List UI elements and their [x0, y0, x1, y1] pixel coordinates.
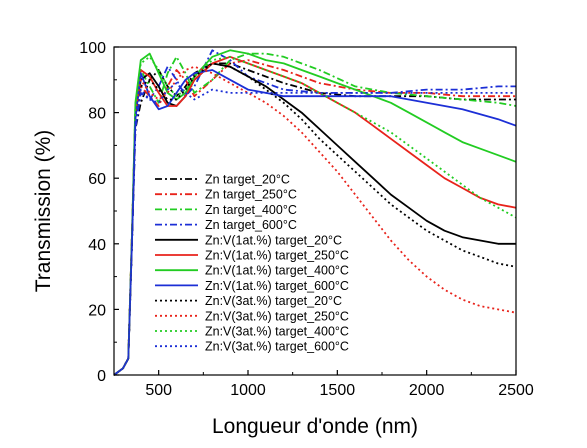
- legend-label: Zn:V(1at.%) target_250°C: [205, 249, 349, 263]
- x-tick-label: 1000: [230, 382, 266, 399]
- series-line: [113, 82, 516, 376]
- x-tick-label: 500: [145, 382, 172, 399]
- legend-label: Zn:V(3at.%) target_250°C: [205, 309, 349, 323]
- legend-label: Zn target_250°C: [205, 188, 297, 202]
- legend-label: Zn:V(3at.%) target_600°C: [205, 340, 349, 354]
- y-tick-label: 20: [88, 302, 106, 319]
- series-line: [113, 65, 517, 376]
- legend-label: Zn:V(1at.%) target_20°C: [205, 233, 342, 247]
- legend-label: Zn target_600°C: [205, 218, 297, 232]
- x-tick-label: 1500: [320, 382, 356, 399]
- y-tick-label: 60: [88, 171, 106, 188]
- y-tick-label: 100: [79, 40, 106, 57]
- y-tick-label: 40: [88, 237, 106, 254]
- legend-label: Zn target_20°C: [205, 173, 290, 187]
- series-line: [113, 55, 517, 376]
- series-line: [113, 62, 517, 376]
- series-line: [113, 59, 516, 376]
- x-axis-title: Longueur d'onde (nm): [212, 415, 418, 438]
- x-tick-label: 2000: [409, 382, 445, 399]
- series-layer: [113, 49, 517, 376]
- x-axis: 500 1000 1500 2000 2500: [145, 370, 534, 399]
- y-axis-title: Transmission (%): [32, 130, 55, 293]
- series-line: [113, 49, 517, 376]
- y-tick-label: 80: [88, 106, 106, 123]
- legend-label: Zn:V(3at.%) target_400°C: [205, 325, 349, 339]
- legend: Zn target_20°CZn target_250°CZn target_4…: [155, 173, 349, 354]
- x-tick-label: 2500: [498, 382, 534, 399]
- legend-label: Zn target_400°C: [205, 203, 297, 217]
- legend-label: Zn:V(1at.%) target_600°C: [205, 279, 349, 293]
- legend-label: Zn:V(3at.%) target_20°C: [205, 294, 342, 308]
- y-tick-label: 0: [97, 368, 106, 385]
- y-axis: 0 20 40 60 80 100: [79, 40, 119, 385]
- legend-label: Zn:V(1at.%) target_400°C: [205, 264, 349, 278]
